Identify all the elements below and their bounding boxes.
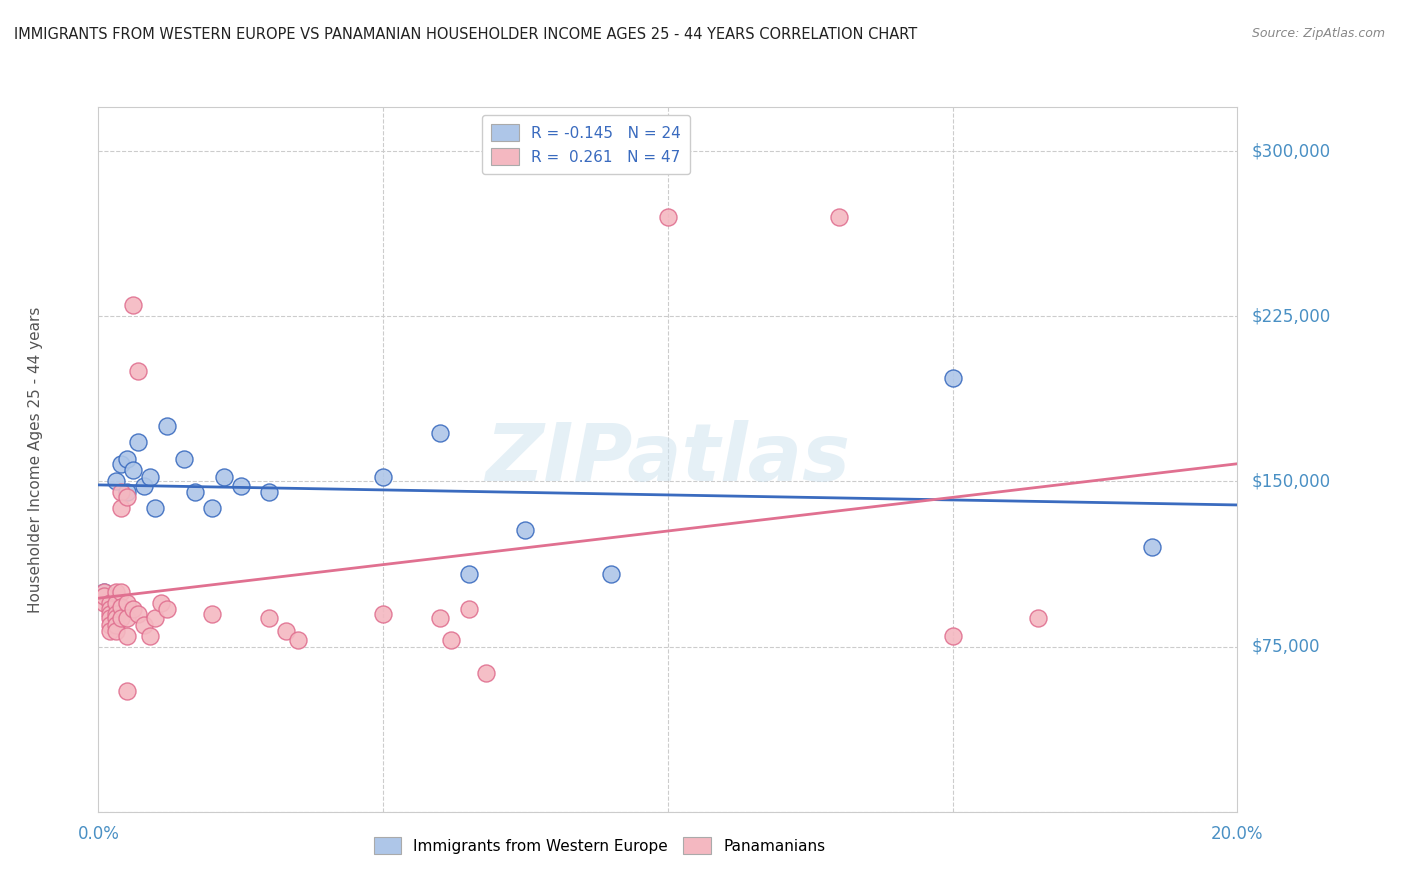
Point <box>98 624 121 639</box>
Text: $300,000: $300,000 <box>1251 142 1330 160</box>
Point <box>373 470 395 484</box>
Legend: Immigrants from Western Europe, Panamanians: Immigrants from Western Europe, Panamani… <box>367 830 831 861</box>
Point <box>104 584 127 599</box>
Point <box>440 632 463 647</box>
Text: Source: ZipAtlas.com: Source: ZipAtlas.com <box>1251 27 1385 40</box>
Point <box>115 683 138 698</box>
Point <box>138 628 160 642</box>
Point <box>93 589 115 603</box>
Point <box>259 611 281 625</box>
Point <box>115 452 138 467</box>
Point <box>429 425 451 440</box>
Point <box>110 584 132 599</box>
Point <box>828 210 851 224</box>
Point <box>98 602 121 616</box>
Point <box>201 500 224 515</box>
Point <box>276 624 298 639</box>
Point <box>104 611 127 625</box>
Text: 0.0%: 0.0% <box>77 825 120 844</box>
Point <box>212 470 235 484</box>
Point <box>156 419 179 434</box>
Point <box>110 611 132 625</box>
Point <box>104 617 127 632</box>
Point <box>93 595 115 609</box>
Point <box>138 470 160 484</box>
Point <box>942 371 965 385</box>
Point <box>156 602 179 616</box>
Point <box>127 607 149 621</box>
Point <box>115 611 138 625</box>
Point <box>115 485 138 500</box>
Point <box>229 479 252 493</box>
Point <box>110 485 132 500</box>
Point <box>93 584 115 599</box>
Point <box>457 602 479 616</box>
Point <box>184 485 207 500</box>
Point <box>373 607 395 621</box>
Point <box>1140 541 1163 555</box>
Point <box>201 607 224 621</box>
Point <box>110 599 132 614</box>
Point <box>104 475 127 489</box>
Point <box>132 479 155 493</box>
Text: $75,000: $75,000 <box>1251 638 1320 656</box>
Point <box>145 611 167 625</box>
Point <box>600 566 623 581</box>
Point <box>457 566 479 581</box>
Text: ZIPatlas: ZIPatlas <box>485 420 851 499</box>
Point <box>98 595 121 609</box>
Point <box>110 457 132 471</box>
Point <box>657 210 679 224</box>
Text: IMMIGRANTS FROM WESTERN EUROPE VS PANAMANIAN HOUSEHOLDER INCOME AGES 25 - 44 YEA: IMMIGRANTS FROM WESTERN EUROPE VS PANAMA… <box>14 27 917 42</box>
Point <box>429 611 451 625</box>
Point <box>942 628 965 642</box>
Point <box>259 485 281 500</box>
Point <box>150 595 173 609</box>
Point <box>110 500 132 515</box>
Point <box>115 490 138 504</box>
Point <box>121 602 143 616</box>
Point <box>127 434 149 449</box>
Text: $225,000: $225,000 <box>1251 307 1330 326</box>
Point <box>115 628 138 642</box>
Point <box>127 364 149 378</box>
Point <box>287 632 309 647</box>
Point <box>104 607 127 621</box>
Text: Householder Income Ages 25 - 44 years: Householder Income Ages 25 - 44 years <box>28 306 44 613</box>
Point <box>98 611 121 625</box>
Point <box>115 595 138 609</box>
Text: $150,000: $150,000 <box>1251 473 1330 491</box>
Point <box>1026 611 1049 625</box>
Point <box>93 584 115 599</box>
Point <box>104 595 127 609</box>
Point <box>145 500 167 515</box>
Point <box>98 617 121 632</box>
Text: 20.0%: 20.0% <box>1211 825 1264 844</box>
Point <box>474 665 496 680</box>
Point <box>121 298 143 312</box>
Point <box>98 607 121 621</box>
Point <box>104 624 127 639</box>
Point <box>132 617 155 632</box>
Point <box>173 452 195 467</box>
Point <box>121 463 143 477</box>
Point <box>515 523 537 537</box>
